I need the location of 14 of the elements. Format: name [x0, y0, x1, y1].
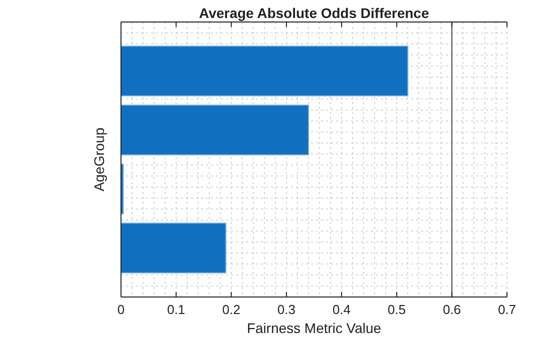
bar: [120, 104, 309, 156]
x-axis-title: Fairness Metric Value: [246, 320, 382, 336]
y-axis-title: AgeGroup: [91, 127, 107, 192]
x-tick-label: 0.4: [332, 302, 351, 317]
x-tick-label: 0.6: [442, 302, 461, 317]
bar: [120, 222, 226, 274]
chart-title: Average Absolute Odds Difference: [198, 5, 430, 21]
x-tick-label: 0.3: [277, 302, 296, 317]
bar: [120, 46, 408, 96]
x-tick-label: 0.1: [167, 302, 186, 317]
x-tick-label: 0.7: [498, 302, 516, 317]
x-tick-label: 0.2: [222, 302, 240, 317]
x-tick-label: 0: [117, 302, 125, 317]
x-tick-label: 0.5: [388, 302, 406, 317]
